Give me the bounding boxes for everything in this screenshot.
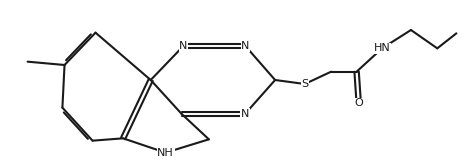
Text: NH: NH — [157, 148, 174, 158]
Text: N: N — [241, 109, 249, 119]
Text: S: S — [301, 79, 308, 89]
Text: N: N — [241, 41, 249, 51]
Text: O: O — [354, 98, 363, 108]
Text: N: N — [179, 41, 188, 51]
Text: HN: HN — [374, 43, 390, 53]
